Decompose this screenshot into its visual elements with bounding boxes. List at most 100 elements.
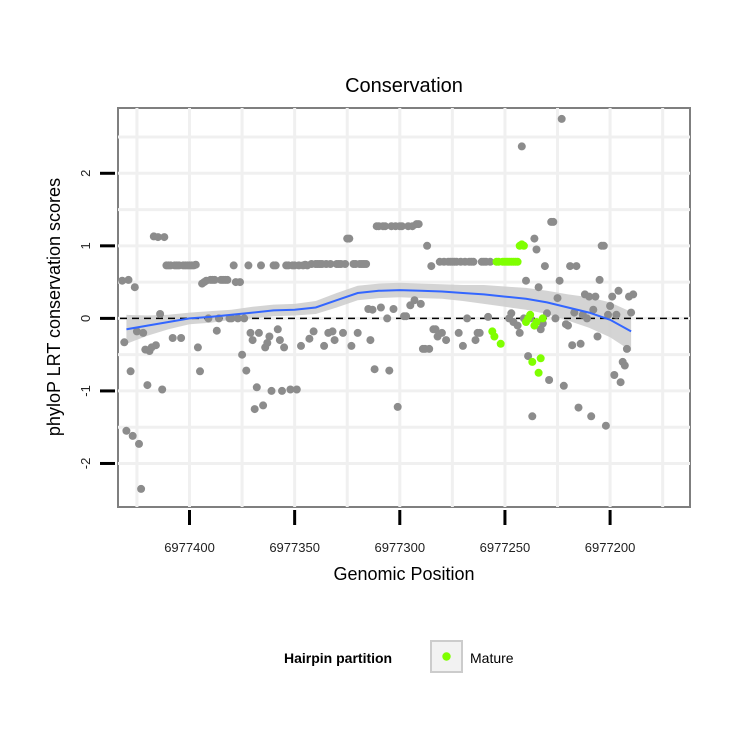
data-point xyxy=(257,261,265,270)
data-point xyxy=(587,412,596,421)
data-point xyxy=(118,276,127,285)
data-point xyxy=(120,338,129,347)
data-point xyxy=(612,310,621,319)
data-point xyxy=(254,328,263,337)
data-point xyxy=(297,341,305,350)
data-point xyxy=(242,366,251,375)
data-point xyxy=(252,383,261,392)
data-point xyxy=(212,326,221,335)
x-tick-label: 6977350 xyxy=(269,540,320,555)
data-point xyxy=(326,260,335,268)
data-point xyxy=(524,352,533,361)
data-point xyxy=(423,241,432,250)
data-point xyxy=(553,294,562,303)
data-point xyxy=(135,439,143,448)
data-point xyxy=(191,260,200,269)
data-point xyxy=(545,376,554,384)
data-point xyxy=(507,309,516,318)
data-point xyxy=(353,328,362,337)
data-point xyxy=(572,262,581,271)
data-point xyxy=(604,310,612,319)
data-points xyxy=(118,114,638,493)
data-point xyxy=(128,431,137,440)
smooth-confidence-ribbon xyxy=(126,282,632,351)
y-tick-label: 0 xyxy=(78,315,93,322)
data-point xyxy=(236,278,244,287)
data-point xyxy=(397,222,406,231)
data-point xyxy=(151,341,160,350)
data-point-mature xyxy=(534,368,543,377)
data-point xyxy=(595,275,604,284)
data-point xyxy=(513,321,522,330)
data-point xyxy=(475,328,484,337)
data-point xyxy=(610,371,619,379)
data-point-mature xyxy=(528,357,537,366)
data-point-mature xyxy=(538,314,547,323)
y-tick-label: 2 xyxy=(78,170,93,177)
data-point xyxy=(570,308,579,317)
data-point xyxy=(606,302,615,310)
data-point xyxy=(139,328,148,337)
data-point xyxy=(330,336,339,345)
y-tick-label: -1 xyxy=(78,385,93,397)
data-point xyxy=(126,367,135,376)
data-point xyxy=(204,314,213,323)
data-point xyxy=(193,343,202,352)
data-point xyxy=(339,328,347,337)
data-point xyxy=(551,314,560,323)
data-point xyxy=(532,245,541,254)
data-point xyxy=(250,405,259,414)
data-point xyxy=(486,257,495,266)
data-point xyxy=(393,402,402,411)
data-point xyxy=(130,283,139,292)
data-point xyxy=(629,290,638,299)
y-axis-title: phyloP LRT conservation scores xyxy=(44,178,64,436)
data-point xyxy=(132,327,141,336)
data-point xyxy=(341,260,350,268)
data-point xyxy=(614,286,623,295)
smooth-line xyxy=(126,289,632,333)
data-point xyxy=(280,343,289,352)
data-point xyxy=(454,328,463,337)
data-point xyxy=(273,325,282,334)
data-point xyxy=(246,328,255,337)
data-point xyxy=(376,303,385,312)
data-point xyxy=(616,378,625,387)
data-point xyxy=(568,341,577,350)
data-point xyxy=(601,421,610,430)
data-point-mature xyxy=(536,354,545,363)
data-point xyxy=(233,314,242,323)
data-point xyxy=(620,361,629,370)
data-point xyxy=(143,381,152,390)
legend: Hairpin partition Mature xyxy=(284,640,514,673)
data-point xyxy=(137,484,146,493)
data-point xyxy=(410,296,419,305)
data-point xyxy=(463,314,472,323)
data-point xyxy=(168,334,177,342)
data-point xyxy=(305,334,314,343)
x-tick-label: 6977200 xyxy=(585,540,636,555)
data-point-mature xyxy=(513,257,522,266)
data-point xyxy=(458,341,467,350)
data-point xyxy=(528,412,537,421)
data-point xyxy=(309,327,318,336)
chart-title: Conservation xyxy=(345,75,463,97)
data-point xyxy=(124,275,133,284)
data-point xyxy=(484,312,493,321)
data-point xyxy=(347,341,356,350)
data-point-mature xyxy=(519,241,528,250)
confidence-ribbon xyxy=(126,282,632,351)
data-point xyxy=(431,325,440,334)
x-tick-label: 6977250 xyxy=(480,540,531,555)
data-point xyxy=(622,344,631,353)
data-point-mature xyxy=(490,332,499,341)
data-point xyxy=(286,385,295,394)
data-point xyxy=(517,142,526,151)
data-point xyxy=(320,341,329,350)
data-point xyxy=(530,234,539,243)
data-point xyxy=(345,234,354,243)
x-axis-title: Genomic Position xyxy=(333,564,474,584)
data-point xyxy=(368,305,377,314)
data-point xyxy=(427,262,436,271)
data-point xyxy=(229,261,238,270)
